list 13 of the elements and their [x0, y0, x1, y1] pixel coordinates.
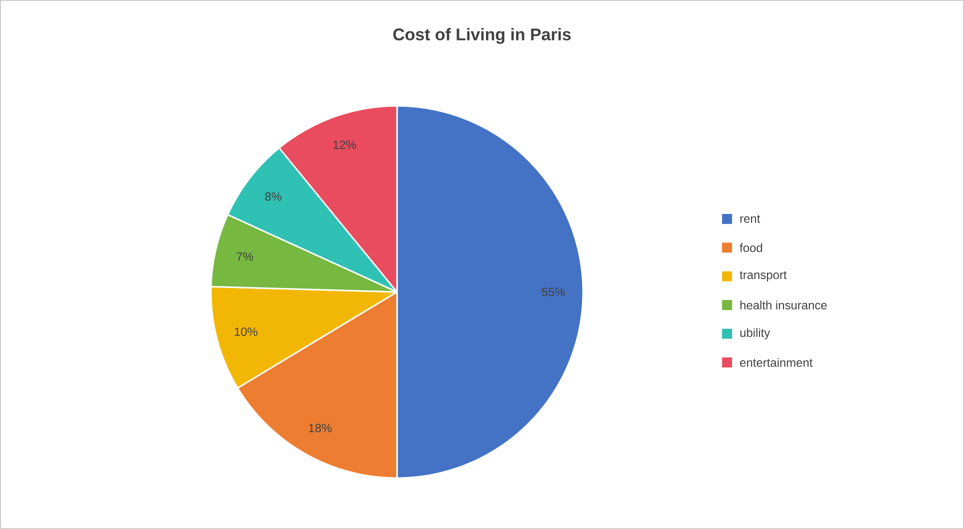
legend-label: transport [740, 271, 787, 282]
legend-label: health insurance [740, 300, 827, 310]
legend-label: food [740, 243, 762, 252]
data-label: 10% [234, 327, 258, 336]
data-label: 12% [333, 140, 356, 150]
legend-label: rent [740, 215, 760, 223]
chart-title: Cost of Living in Paris [393, 28, 571, 44]
legend-label: entertainment [740, 358, 813, 367]
data-label: 7% [236, 252, 253, 261]
data-label: 18% [309, 424, 332, 432]
data-label: 55% [542, 288, 565, 296]
data-label: 8% [265, 192, 282, 201]
legend-label: ubility [740, 328, 770, 340]
